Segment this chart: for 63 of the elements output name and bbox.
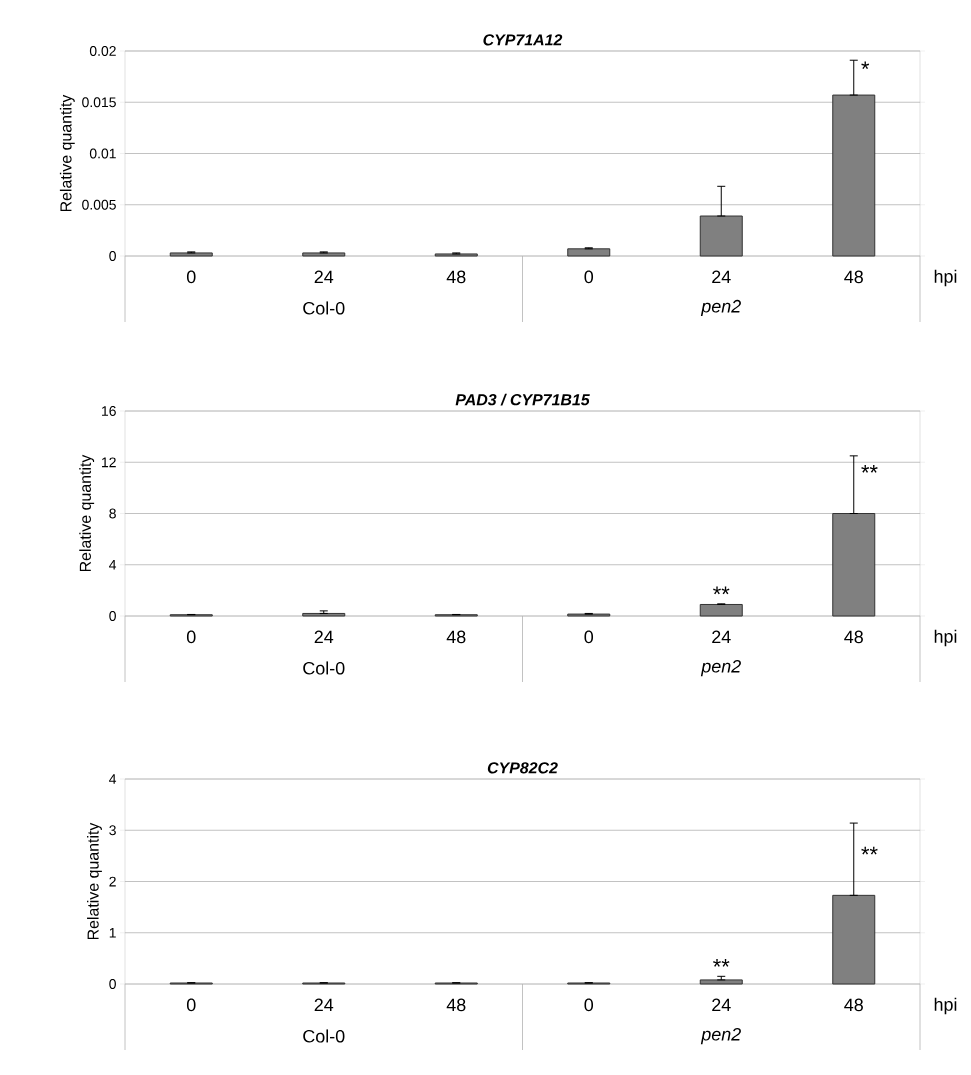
bar xyxy=(832,94,876,257)
chart-title: CYP82C2 xyxy=(487,762,558,774)
bar xyxy=(832,894,876,985)
x-axis-title: hpi xyxy=(934,629,957,647)
x-tick-label: 24 xyxy=(712,630,731,644)
data-label: ** xyxy=(713,586,730,595)
x-tick-label: 48 xyxy=(844,630,863,644)
x-tick-label: 48 xyxy=(446,998,466,1012)
x-tick-label: 24 xyxy=(712,270,731,284)
data-label: * xyxy=(861,61,870,70)
y-tick-label: 3 xyxy=(109,825,116,836)
bar xyxy=(567,248,611,257)
x-tick-label: 24 xyxy=(712,998,731,1012)
x-tick-label: 0 xyxy=(186,998,196,1012)
x-tick-label: 24 xyxy=(314,630,334,644)
y-tick-label: 0 xyxy=(109,251,116,261)
y-axis-title: Relative quantity xyxy=(79,454,95,572)
data-label: ** xyxy=(713,959,730,967)
y-tick-label: 1 xyxy=(109,927,116,938)
text: pen2 xyxy=(700,659,741,677)
bar xyxy=(302,252,346,257)
x-tick-label: 0 xyxy=(186,270,196,284)
x-tick-label: 24 xyxy=(314,270,334,284)
y-tick-label: 0.02 xyxy=(89,46,116,56)
bar xyxy=(699,979,743,985)
x-tick-label: 0 xyxy=(584,998,594,1012)
y-tick-label: 2 xyxy=(109,876,116,887)
y-tick-label: 16 xyxy=(102,406,116,416)
bar xyxy=(169,252,213,257)
y-axis-title: Relative quantity xyxy=(59,94,75,212)
bar xyxy=(832,513,876,617)
data-label: ** xyxy=(861,464,878,473)
x-axis-title: hpi xyxy=(934,269,957,287)
data-label: ** xyxy=(861,846,878,855)
text: pen2 xyxy=(700,1027,741,1045)
y-tick-label: 0.005 xyxy=(82,199,116,210)
text: Col-0 xyxy=(303,301,345,315)
x-tick-label: 0 xyxy=(186,630,196,644)
y-axis-title: Relative quantity xyxy=(87,822,102,940)
x-tick-label: 48 xyxy=(844,998,863,1012)
y-tick-label: 8 xyxy=(109,508,116,519)
y-tick-label: 0.01 xyxy=(89,148,116,159)
x-axis-title: hpi xyxy=(934,997,957,1015)
bar xyxy=(699,603,743,617)
chart-title: CYP71A12 xyxy=(483,34,563,46)
chart-title: PAD3 / CYP71B15 xyxy=(455,393,590,406)
x-tick-label: 0 xyxy=(584,630,594,644)
y-tick-label: 4 xyxy=(109,774,117,784)
y-tick-label: 12 xyxy=(102,457,116,468)
y-tick-label: 0 xyxy=(109,979,116,989)
bar xyxy=(699,215,743,257)
y-tick-label: 0.015 xyxy=(82,97,116,108)
text: Col-0 xyxy=(303,661,345,675)
text: pen2 xyxy=(700,299,741,317)
x-tick-label: 48 xyxy=(844,270,863,284)
x-tick-label: 0 xyxy=(584,270,594,284)
x-tick-label: 48 xyxy=(446,630,466,644)
bar xyxy=(302,612,346,617)
text: Col-0 xyxy=(303,1029,345,1043)
y-tick-label: 0 xyxy=(109,611,116,621)
y-tick-label: 4 xyxy=(109,559,117,570)
x-tick-label: 24 xyxy=(314,998,334,1012)
x-tick-label: 48 xyxy=(446,270,466,284)
